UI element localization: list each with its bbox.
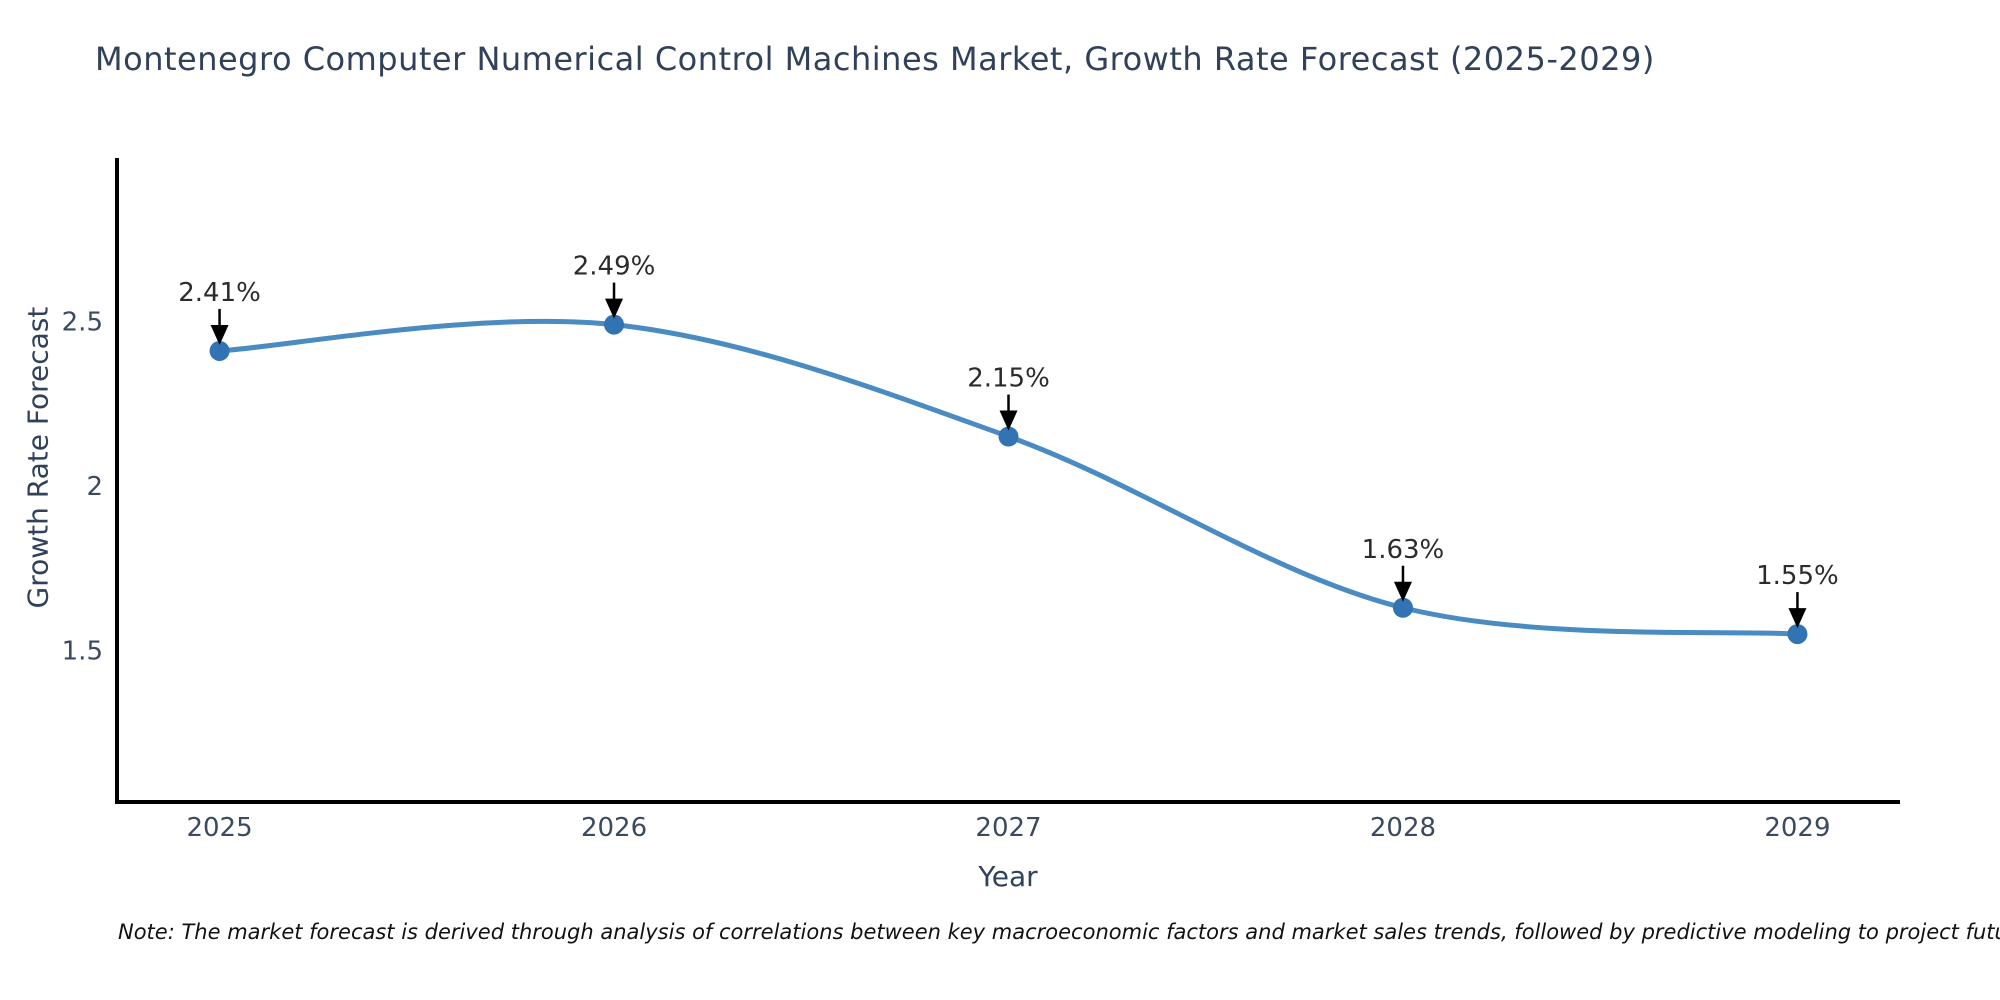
chart-title: Montenegro Computer Numerical Control Ma… bbox=[95, 40, 1655, 78]
data-point-label: 1.55% bbox=[1756, 561, 1839, 591]
footnote: Note: The market forecast is derived thr… bbox=[118, 920, 2000, 944]
data-point-marker[interactable] bbox=[209, 340, 230, 361]
x-tick-label: 2026 bbox=[581, 813, 647, 843]
data-point-marker[interactable] bbox=[1392, 597, 1413, 618]
x-tick-label: 2025 bbox=[186, 813, 252, 843]
y-tick-label: 1.5 bbox=[62, 637, 103, 667]
data-point-label: 2.49% bbox=[573, 252, 656, 282]
data-point-label: 1.63% bbox=[1362, 535, 1445, 565]
data-point-marker[interactable] bbox=[1787, 624, 1808, 645]
x-tick-label: 2028 bbox=[1370, 813, 1436, 843]
annotation-arrow-head bbox=[1393, 581, 1412, 602]
data-point-marker[interactable] bbox=[998, 426, 1019, 447]
annotation-arrow-head bbox=[210, 324, 229, 345]
x-tick-label: 2027 bbox=[975, 813, 1041, 843]
x-tick-label: 2029 bbox=[1764, 813, 1830, 843]
y-tick-label: 2 bbox=[86, 472, 103, 502]
annotation-arrow-head bbox=[999, 410, 1018, 431]
data-point-label: 2.15% bbox=[967, 364, 1050, 394]
data-point-marker[interactable] bbox=[604, 314, 625, 335]
data-point-label: 2.41% bbox=[178, 278, 261, 308]
annotation-arrow-head bbox=[1788, 608, 1807, 629]
x-axis-title: Year bbox=[978, 860, 1038, 893]
y-tick-label: 2.5 bbox=[62, 307, 103, 337]
y-axis-title: Growth Rate Forecast bbox=[21, 306, 55, 609]
annotation-arrow-head bbox=[605, 298, 624, 319]
